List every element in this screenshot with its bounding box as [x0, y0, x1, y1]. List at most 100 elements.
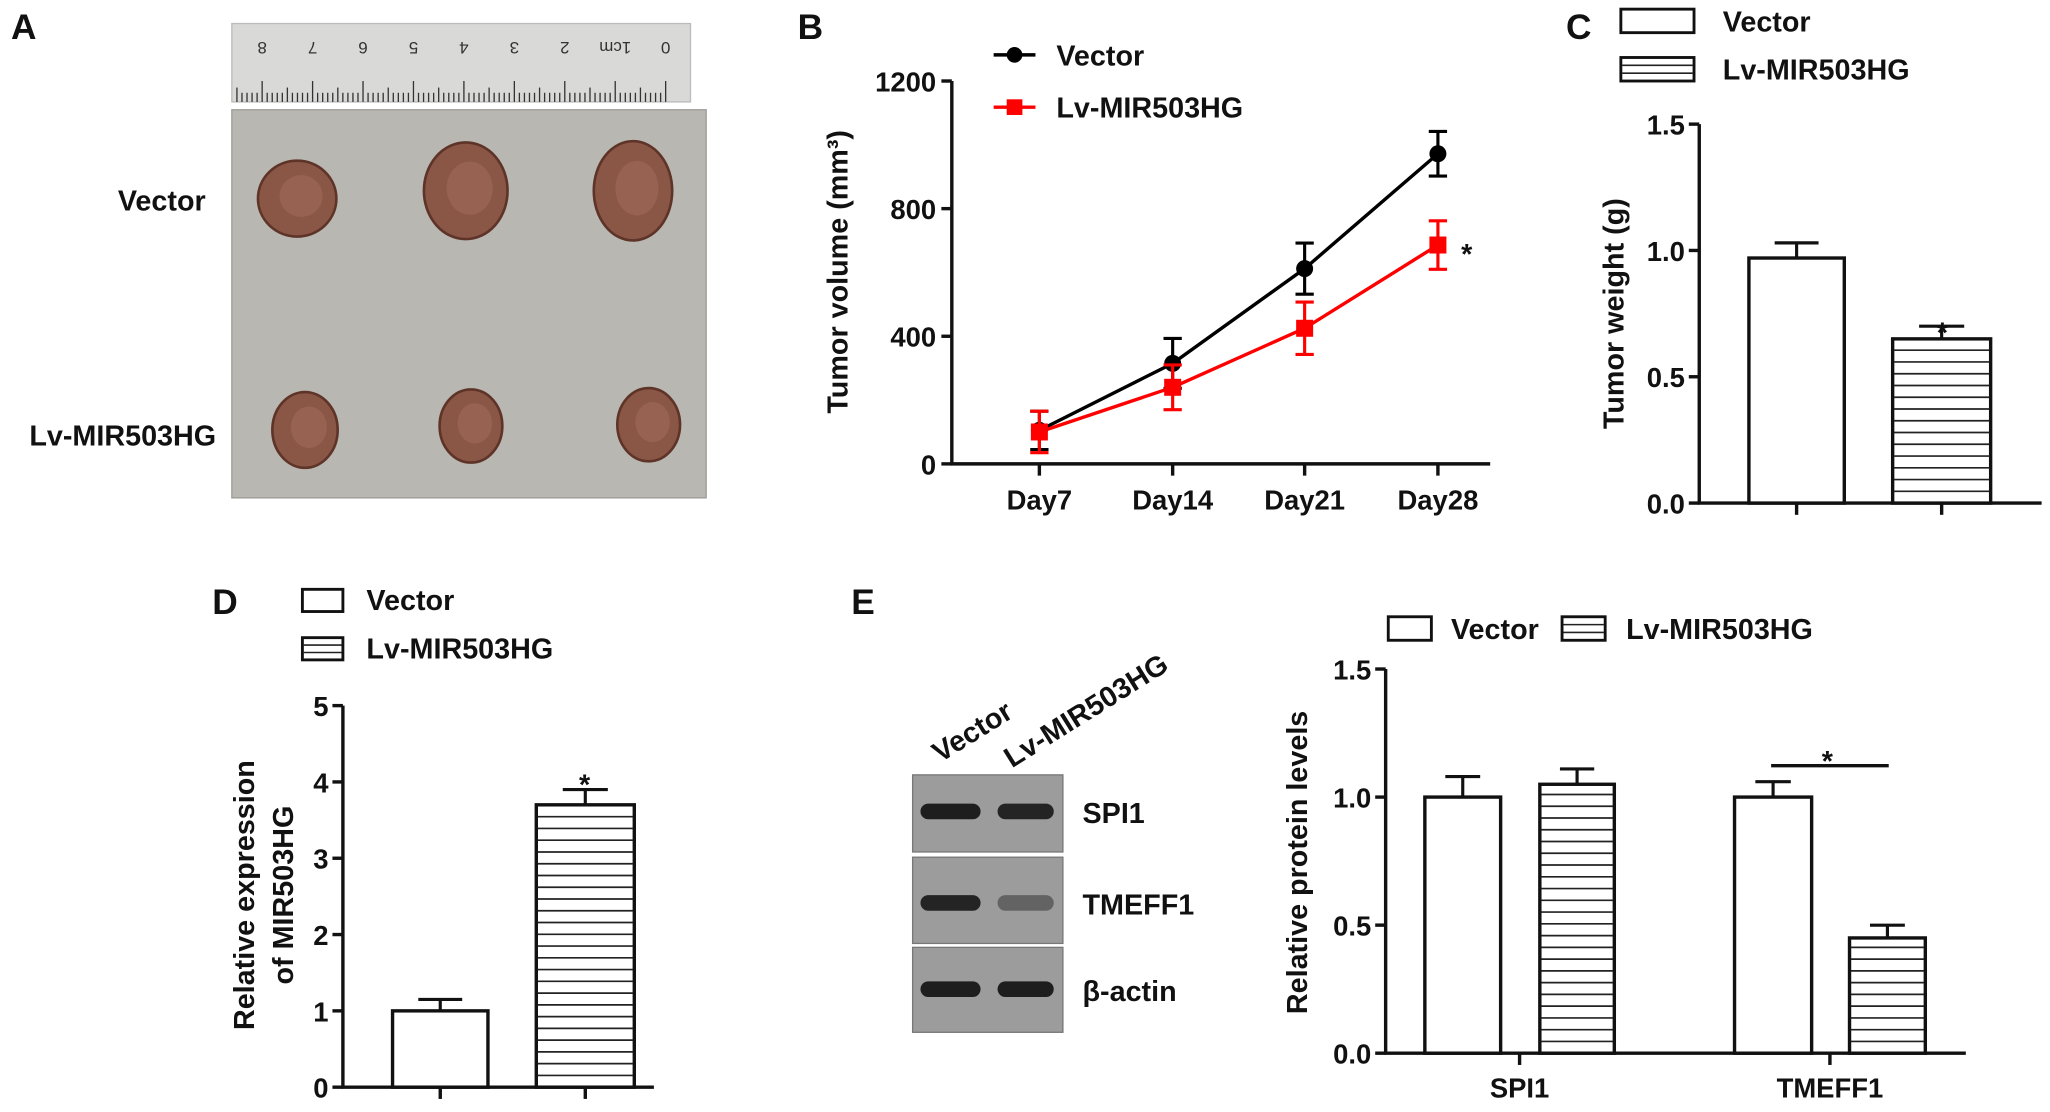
legend-marker	[1006, 47, 1023, 63]
series-line-1	[1038, 243, 1439, 434]
legend-label: Lv-MIR503HG	[366, 634, 553, 666]
legend-label: Vector	[1451, 614, 1539, 646]
y-tick-label: 1.5	[1647, 110, 1685, 141]
y-tick-label: 0.0	[1647, 489, 1685, 520]
legend-marker	[1006, 99, 1023, 115]
band-label: TMEFF1	[1082, 890, 1194, 922]
legend-label: Vector	[1056, 40, 1144, 72]
panel-label-c: C	[1566, 8, 1591, 47]
data-point	[1429, 236, 1447, 254]
significance-star: *	[1461, 239, 1473, 271]
legend-swatch-open	[300, 587, 345, 613]
panel-label-a: A	[11, 8, 36, 47]
data-point	[1030, 423, 1048, 441]
ruler-label: 0	[661, 38, 670, 57]
y-axis-label-line-2: of MIR503HG	[268, 806, 300, 985]
data-point	[1296, 319, 1314, 337]
y-axis-label-line-1: Relative expression	[229, 760, 261, 1030]
ruler-label: 6	[358, 38, 367, 57]
legend-label: Lv-MIR503HG	[1626, 614, 1813, 646]
legend-swatch-hatched	[1560, 615, 1607, 642]
y-tick-label: 0	[921, 449, 936, 480]
data-point	[1164, 354, 1182, 372]
band-label: SPI1	[1082, 798, 1144, 830]
y-tick-label: 0.0	[1333, 1039, 1371, 1070]
x-tick-label: Day21	[1264, 485, 1345, 516]
lane-label-lv-mir503hg: Lv-MIR503HG	[999, 648, 1174, 774]
y-tick-label: 0.5	[1333, 911, 1371, 942]
legend-swatch-open	[1619, 7, 1696, 35]
legend-label: Vector	[1723, 6, 1811, 38]
bar-open	[1732, 795, 1814, 1055]
y-axis-label: Relative protein levels	[1282, 711, 1314, 1014]
protein-band	[997, 803, 1054, 820]
x-tick-label: Day14	[1132, 485, 1214, 516]
y-tick-label: 400	[890, 322, 936, 353]
y-tick-label: 3	[313, 844, 328, 875]
y-tick-label: 1200	[875, 66, 936, 97]
ruler-label: 7	[308, 38, 317, 57]
x-tick-label: TMEFF1	[1777, 1073, 1884, 1104]
protein-band	[997, 981, 1054, 998]
y-tick-label: 800	[890, 194, 936, 225]
panel-label-b: B	[798, 8, 823, 47]
y-axis-label: Tumor weight (g)	[1598, 198, 1630, 429]
tumor-highlight	[635, 401, 670, 443]
panel-label-d: D	[212, 583, 237, 622]
tumor-highlight	[446, 161, 493, 215]
significance-star: *	[1937, 317, 1949, 349]
legend-swatch-hatched	[1619, 56, 1696, 83]
bar-open	[1423, 795, 1503, 1055]
row-label-vector: Vector	[118, 185, 206, 217]
significance-star: *	[579, 769, 591, 801]
bar-open	[390, 1009, 490, 1089]
tumor-highlight	[457, 403, 493, 444]
data-point	[1429, 145, 1447, 163]
legend-swatch-open	[1386, 615, 1433, 642]
band-label: β-actin	[1082, 976, 1176, 1008]
bar-open	[1747, 256, 1846, 505]
series-line-0	[1038, 152, 1440, 432]
significance-star: *	[1822, 746, 1834, 778]
ruler-label: 8	[257, 38, 266, 57]
y-tick-label: 4	[313, 767, 329, 798]
protein-band	[920, 895, 981, 911]
y-tick-label: 5	[313, 691, 328, 722]
panel-label-e: E	[851, 583, 875, 622]
legend-label: Lv-MIR503HG	[1723, 55, 1910, 87]
x-tick-label: Day7	[1007, 485, 1073, 516]
tumor-highlight	[279, 175, 323, 217]
panel-e-protein-level-chart: 0.0 0.5 1.0 1.5 SPI1 TMEFF1 * Relative protein …	[1282, 614, 1966, 1104]
ruler-label: 5	[409, 38, 418, 57]
x-tick-label: Day28	[1397, 485, 1478, 516]
bar-hatched	[1847, 936, 1928, 1055]
legend-label: Lv-MIR503HG	[1056, 93, 1243, 125]
panel-d-expression-chart: D 0 1 2 3 4 5 * Relative expression of MIR503HG Ve…	[212, 583, 654, 1104]
legend-swatch-hatched	[300, 636, 345, 662]
legend-label: Vector	[366, 585, 454, 617]
y-tick-label: 2	[313, 920, 328, 951]
y-tick-label: 1.0	[1647, 236, 1685, 267]
ruler	[231, 22, 692, 103]
panel-a-tumor-photo: A 0 1cm 2 3 4 5 6 7 8 Vector Lv-MIR503HG	[11, 8, 707, 499]
y-tick-label: 1.0	[1333, 783, 1371, 814]
ruler-label: 3	[510, 38, 519, 57]
bar-hatched	[1538, 782, 1617, 1055]
ruler-label: 4	[459, 38, 468, 57]
ruler-label: 1cm	[599, 38, 631, 57]
y-tick-label: 0	[313, 1073, 328, 1104]
ruler-label: 2	[560, 38, 569, 57]
panel-c-tumor-weight-chart: C 0.0 0.5 1.0 1.5 * Tumor weight (g) Vector Lv-M…	[1566, 6, 2042, 520]
protein-band	[920, 981, 981, 998]
tumor-highlight	[615, 160, 659, 216]
data-point	[1164, 378, 1182, 396]
y-tick-label: 0.5	[1647, 362, 1685, 393]
y-axis-label: Tumor volume (mm³)	[822, 130, 854, 414]
data-point	[1296, 260, 1314, 278]
panel-b-tumor-volume-chart: B 0 400 800 1200 Day7 Day14 Day21 Day28 Tumor vol…	[798, 8, 1491, 516]
y-tick-label: 1	[313, 996, 328, 1027]
x-tick-label: SPI1	[1490, 1073, 1549, 1104]
row-label-lv-mir503hg: Lv-MIR503HG	[29, 421, 216, 453]
tumor-highlight	[290, 406, 327, 449]
